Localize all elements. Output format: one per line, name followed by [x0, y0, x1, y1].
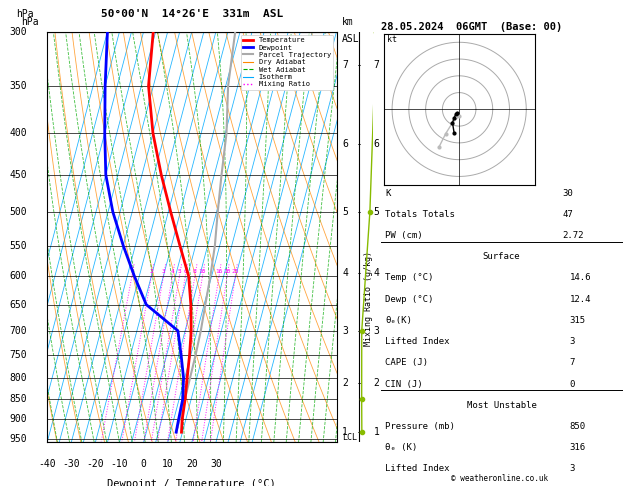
Text: 900: 900: [9, 415, 27, 424]
Text: CAPE (J): CAPE (J): [386, 358, 428, 367]
Text: K: K: [386, 189, 391, 197]
Text: 2: 2: [342, 378, 348, 388]
Text: kt: kt: [387, 35, 397, 44]
Text: 950: 950: [9, 434, 27, 444]
Text: 1: 1: [374, 427, 379, 437]
Text: 7: 7: [569, 358, 575, 367]
Text: -40: -40: [38, 459, 56, 469]
Text: 7: 7: [342, 60, 348, 70]
Text: Most Unstable: Most Unstable: [467, 401, 537, 410]
Text: 1: 1: [342, 427, 348, 437]
Text: 5: 5: [342, 207, 348, 217]
Text: hPa: hPa: [16, 9, 33, 19]
Text: 2.72: 2.72: [562, 231, 584, 240]
Text: 4: 4: [374, 268, 379, 278]
Text: 700: 700: [9, 326, 27, 336]
Text: 6: 6: [184, 269, 187, 274]
Text: 8: 8: [193, 269, 197, 274]
Text: Dewpoint / Temperature (°C): Dewpoint / Temperature (°C): [108, 479, 276, 486]
Text: 2: 2: [374, 378, 379, 388]
Text: Totals Totals: Totals Totals: [386, 210, 455, 219]
Text: Mixing Ratio (g/kg): Mixing Ratio (g/kg): [364, 251, 373, 346]
Text: 850: 850: [9, 394, 27, 404]
Text: 3: 3: [569, 465, 575, 473]
Text: Dewp (°C): Dewp (°C): [386, 295, 434, 304]
Text: -30: -30: [62, 459, 80, 469]
Text: 10: 10: [162, 459, 174, 469]
Text: θₑ(K): θₑ(K): [386, 316, 412, 325]
Text: 1: 1: [130, 269, 134, 274]
Text: 350: 350: [9, 81, 27, 91]
Text: 28.05.2024  06GMT  (Base: 00): 28.05.2024 06GMT (Base: 00): [381, 22, 562, 32]
Text: θₑ (K): θₑ (K): [386, 443, 418, 452]
Text: 5: 5: [177, 269, 181, 274]
Text: 800: 800: [9, 373, 27, 383]
Text: LCL: LCL: [342, 433, 357, 442]
Text: 2: 2: [150, 269, 153, 274]
Text: 6: 6: [374, 139, 379, 149]
Text: 4: 4: [342, 268, 348, 278]
Text: 50°00'N  14°26'E  331m  ASL: 50°00'N 14°26'E 331m ASL: [101, 9, 283, 19]
Text: Pressure (mb): Pressure (mb): [386, 422, 455, 431]
Text: 6: 6: [342, 139, 348, 149]
Text: 14.6: 14.6: [569, 274, 591, 282]
Text: 20: 20: [223, 269, 231, 274]
Text: 0: 0: [141, 459, 147, 469]
Text: 16: 16: [215, 269, 223, 274]
Text: 5: 5: [374, 207, 379, 217]
Text: 600: 600: [9, 271, 27, 281]
Text: 750: 750: [9, 350, 27, 360]
Text: 650: 650: [9, 299, 27, 310]
Text: 850: 850: [569, 422, 586, 431]
Text: 450: 450: [9, 170, 27, 180]
Text: 30: 30: [210, 459, 222, 469]
Text: 25: 25: [231, 269, 239, 274]
Text: 30: 30: [562, 189, 573, 197]
Text: Lifted Index: Lifted Index: [386, 337, 450, 346]
Text: 300: 300: [9, 27, 27, 36]
Text: 500: 500: [9, 207, 27, 217]
Text: Surface: Surface: [483, 252, 520, 261]
Text: Lifted Index: Lifted Index: [386, 465, 450, 473]
Text: © weatheronline.co.uk: © weatheronline.co.uk: [452, 474, 548, 483]
Text: hPa: hPa: [21, 17, 39, 28]
Text: Temp (°C): Temp (°C): [386, 274, 434, 282]
Text: 3: 3: [374, 326, 379, 336]
Text: 315: 315: [569, 316, 586, 325]
Legend: Temperature, Dewpoint, Parcel Trajectory, Dry Adiabat, Wet Adiabat, Isotherm, Mi: Temperature, Dewpoint, Parcel Trajectory…: [241, 35, 333, 89]
Text: PW (cm): PW (cm): [386, 231, 423, 240]
Text: -10: -10: [111, 459, 128, 469]
Text: 3: 3: [162, 269, 165, 274]
Text: km: km: [342, 17, 354, 28]
Text: 3: 3: [342, 326, 348, 336]
Text: CIN (J): CIN (J): [386, 380, 423, 388]
Text: 400: 400: [9, 128, 27, 138]
Text: 7: 7: [374, 60, 379, 70]
Text: 550: 550: [9, 241, 27, 251]
Text: ASL: ASL: [342, 34, 360, 44]
Text: 4: 4: [170, 269, 174, 274]
Text: 12.4: 12.4: [569, 295, 591, 304]
Text: 10: 10: [199, 269, 206, 274]
Text: 47: 47: [562, 210, 573, 219]
Text: 316: 316: [569, 443, 586, 452]
Text: -20: -20: [87, 459, 104, 469]
Text: 20: 20: [186, 459, 198, 469]
Text: 0: 0: [569, 380, 575, 388]
Text: 3: 3: [569, 337, 575, 346]
